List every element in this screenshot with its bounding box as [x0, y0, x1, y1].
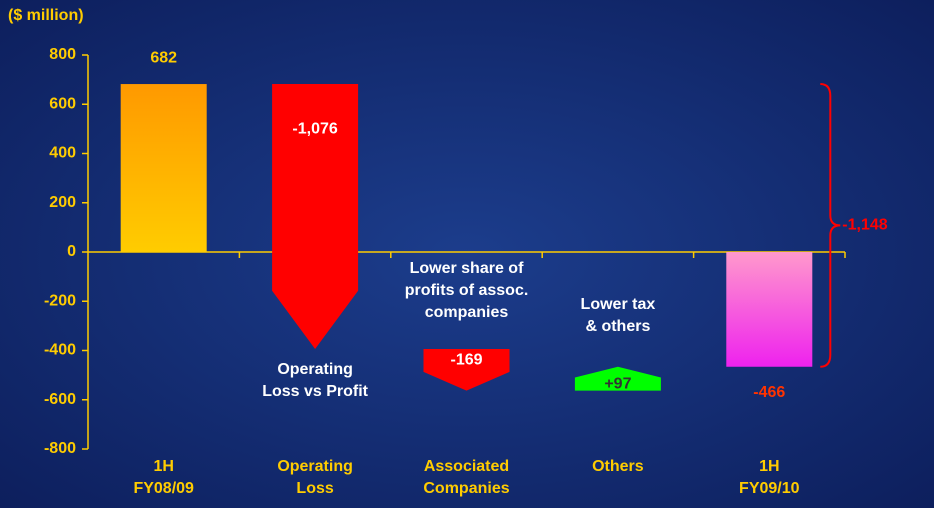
description: & others	[585, 318, 650, 335]
y-tick-label: 200	[49, 194, 76, 211]
y-tick-label: 800	[49, 46, 76, 63]
x-tick-label: 1H	[153, 458, 173, 475]
value-label: -1,076	[292, 120, 337, 137]
x-tick-label: FY08/09	[133, 480, 194, 497]
x-tick-label: FY09/10	[739, 480, 800, 497]
description: Loss vs Profit	[262, 383, 368, 400]
value-label: -169	[450, 352, 482, 369]
y-tick-label: 0	[67, 243, 76, 260]
x-tick-label: Associated	[424, 458, 509, 475]
value-label: 682	[150, 49, 177, 66]
x-tick-label: Others	[592, 458, 644, 475]
description: Lower tax	[581, 296, 656, 313]
value-label: +97	[604, 375, 631, 392]
description: companies	[425, 304, 509, 321]
arrow	[272, 84, 359, 350]
value-label: -466	[753, 384, 785, 401]
brace	[820, 83, 841, 368]
x-tick-label: Operating	[277, 458, 353, 475]
bar	[120, 84, 207, 253]
x-tick-label: Companies	[423, 480, 509, 497]
description: Operating	[277, 361, 353, 378]
y-tick-label: 400	[49, 145, 76, 162]
x-tick-label: Loss	[296, 480, 333, 497]
arrow	[574, 366, 661, 391]
y-tick-label: 600	[49, 95, 76, 112]
y-tick-label: -400	[44, 342, 76, 359]
bar	[726, 252, 813, 367]
description: profits of assoc.	[405, 282, 529, 299]
arrow	[423, 349, 510, 391]
y-tick-label: -600	[44, 391, 76, 408]
y-tick-label: -800	[44, 440, 76, 457]
total-change-label: -1,148	[842, 217, 887, 234]
x-tick-label: 1H	[759, 458, 779, 475]
description: Lower share of	[410, 260, 524, 277]
y-axis-label: ($ million)	[8, 7, 84, 24]
y-tick-label: -200	[44, 292, 76, 309]
